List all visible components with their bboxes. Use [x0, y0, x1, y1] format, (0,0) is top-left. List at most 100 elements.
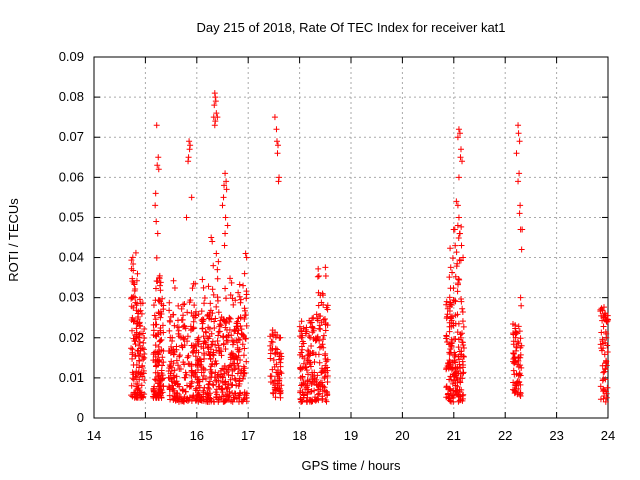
data-point: [518, 246, 525, 253]
data-point: [130, 304, 137, 311]
data-point: [231, 355, 238, 362]
data-point: [273, 387, 280, 394]
data-point: [157, 314, 164, 321]
data-point: [141, 334, 148, 341]
data-point: [456, 130, 463, 137]
data-point: [460, 323, 467, 330]
data-point: [209, 338, 216, 345]
data-point: [178, 342, 185, 349]
data-point: [171, 393, 178, 400]
data-point: [308, 388, 315, 395]
data-point: [270, 357, 277, 364]
data-point: [604, 342, 611, 349]
data-point: [156, 387, 163, 394]
data-point: [215, 328, 222, 335]
data-point: [211, 318, 218, 325]
data-point: [324, 378, 331, 385]
data-point: [510, 350, 517, 357]
data-point: [157, 279, 164, 286]
data-point: [324, 364, 331, 371]
data-point: [134, 270, 141, 277]
data-point: [513, 150, 520, 157]
data-point: [304, 347, 311, 354]
data-point: [312, 337, 319, 344]
data-point: [313, 311, 320, 318]
data-point: [157, 287, 164, 294]
data-point: [512, 329, 519, 336]
data-point: [449, 269, 456, 276]
data-point: [225, 380, 232, 387]
data-point: [202, 367, 209, 374]
data-point: [187, 297, 194, 304]
data-point: [459, 305, 466, 312]
data-point: [443, 301, 450, 308]
data-point: [215, 398, 222, 405]
data-point: [303, 398, 310, 405]
data-point: [188, 309, 195, 316]
y-tick-label: 0.04: [59, 250, 84, 265]
y-tick-label: 0.07: [59, 129, 84, 144]
data-point: [182, 325, 189, 332]
data-point: [443, 366, 450, 373]
data-point: [319, 365, 326, 372]
data-point: [603, 316, 610, 323]
data-point: [191, 302, 198, 309]
data-point: [234, 370, 241, 377]
data-point: [599, 362, 606, 369]
data-point: [135, 369, 142, 376]
data-point: [275, 142, 282, 149]
data-point: [452, 335, 459, 342]
data-point: [316, 325, 323, 332]
data-point: [599, 377, 606, 384]
data-point: [184, 333, 191, 340]
data-point: [185, 360, 192, 367]
data-point: [456, 256, 463, 263]
data-point: [189, 326, 196, 333]
data-point: [214, 266, 221, 273]
data-point: [220, 341, 227, 348]
x-tick-label: 18: [292, 428, 306, 443]
data-point: [180, 301, 187, 308]
data-point: [209, 238, 216, 245]
data-point: [519, 226, 526, 233]
data-point: [232, 297, 239, 304]
data-point: [269, 389, 276, 396]
data-point: [303, 384, 310, 391]
data-point: [190, 313, 197, 320]
data-point: [455, 320, 462, 327]
data-point: [516, 138, 523, 145]
data-point: [189, 285, 196, 292]
data-point: [276, 174, 283, 181]
data-point: [450, 398, 457, 405]
data-point: [188, 194, 195, 201]
data-point: [177, 334, 184, 341]
data-point: [515, 358, 522, 365]
data-point: [455, 398, 462, 405]
data-point: [511, 387, 518, 394]
data-point: [131, 287, 138, 294]
data-point: [517, 294, 524, 301]
data-point: [194, 336, 201, 343]
data-point: [515, 122, 522, 129]
data-point: [170, 277, 177, 284]
data-point: [598, 347, 605, 354]
data-point: [268, 338, 275, 345]
data-point: [223, 334, 230, 341]
data-point: [167, 349, 174, 356]
data-point: [199, 325, 206, 332]
data-point: [177, 366, 184, 373]
data-point: [224, 390, 231, 397]
data-point: [207, 363, 214, 370]
data-point: [186, 146, 193, 153]
data-point: [219, 374, 226, 381]
data-point: [128, 257, 135, 264]
data-point: [194, 387, 201, 394]
data-point: [211, 122, 218, 129]
data-point: [182, 388, 189, 395]
data-point: [201, 352, 208, 359]
data-point: [207, 300, 214, 307]
data-point: [600, 369, 607, 376]
y-tick-label: 0.08: [59, 89, 84, 104]
data-point: [135, 347, 142, 354]
data-point: [600, 387, 607, 394]
